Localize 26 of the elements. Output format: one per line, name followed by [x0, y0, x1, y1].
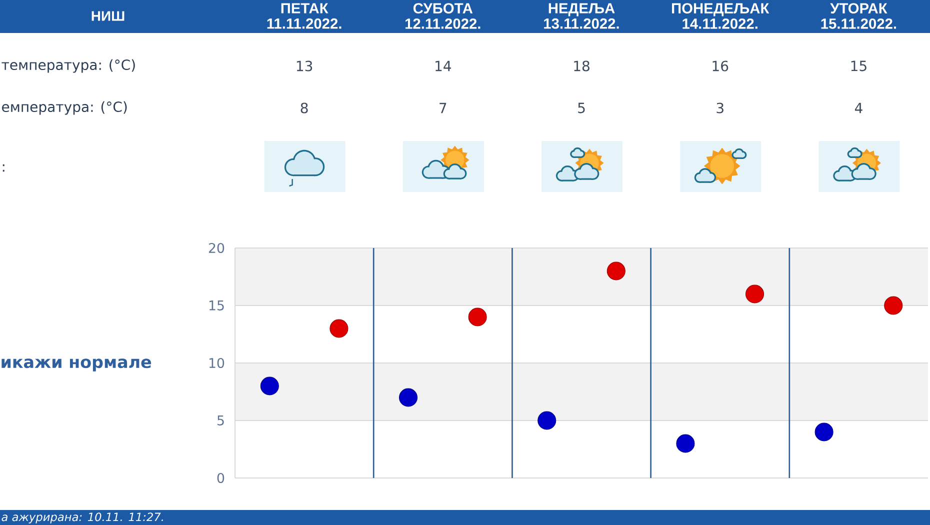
data-label: 18 [574, 60, 590, 72]
y-tick-label: 5 [218, 416, 224, 426]
text: : [2, 164, 4, 172]
y-tick-label: 20 [208, 242, 224, 254]
data-label: 14 [436, 60, 452, 72]
text: НЕДЕЉА 13.11.2022. [544, 3, 619, 29]
text: ПЕТАК 11.11.2022. [267, 3, 342, 29]
data-label: 5 [578, 102, 585, 114]
text: НИШ [92, 11, 124, 21]
data-label: 13 [296, 60, 312, 72]
y-tick-label: 10 [209, 358, 224, 368]
data-label: 4 [854, 102, 862, 114]
text: температура: (°C) [2, 59, 135, 73]
data-label: 3 [716, 102, 724, 114]
data-label: 16 [712, 60, 728, 72]
data-label: 7 [440, 102, 446, 114]
text: икажи нормале [2, 358, 152, 372]
text: емпература: (°C) [2, 101, 127, 115]
text: ПОНЕДЕЉАК 14.11.2022. [672, 3, 770, 29]
data-label: 8 [300, 102, 308, 114]
y-tick-label: 0 [217, 472, 224, 484]
text: а ажурирана: 10.11. 11:27. [2, 512, 163, 524]
text: УТОРАК 15.11.2022. [821, 3, 896, 29]
text: СУБОТА 12.11.2022. [405, 3, 480, 29]
data-label: 15 [851, 60, 866, 72]
y-tick-label: 15 [209, 300, 224, 310]
